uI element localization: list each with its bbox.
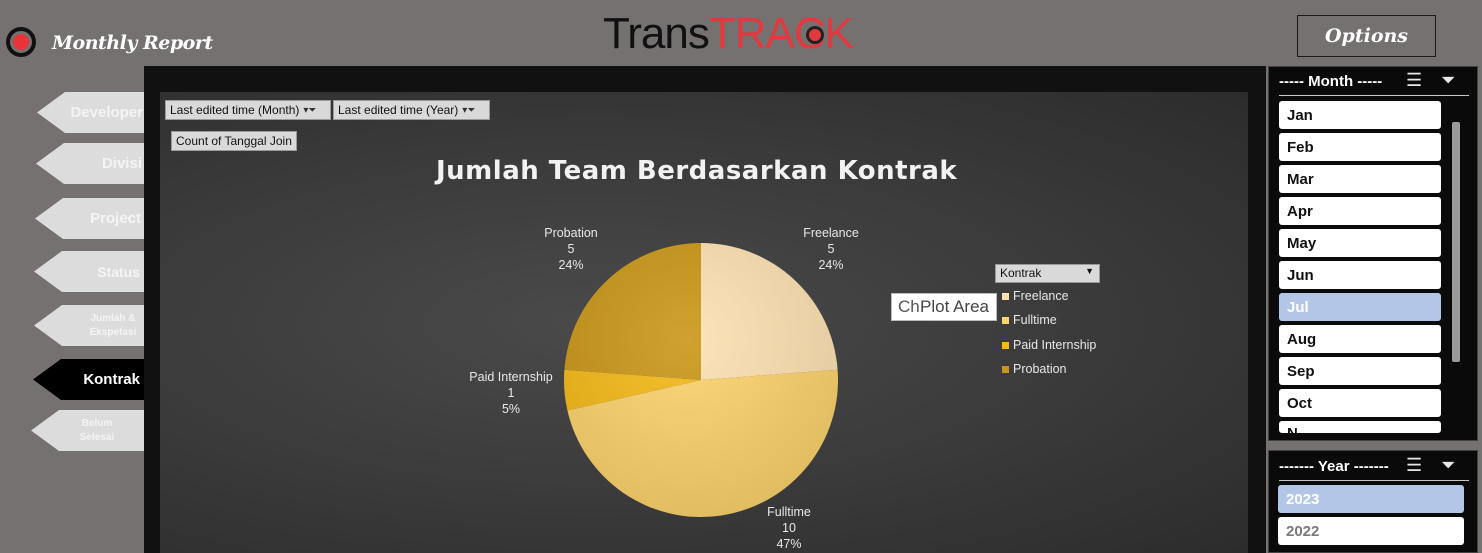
nav-status[interactable]: Status xyxy=(34,251,150,292)
legend-label: Fulltime xyxy=(1013,313,1057,327)
filter-year-button[interactable]: Last edited time (Year) ▾⏷ xyxy=(333,100,490,120)
month-item-oct[interactable]: Oct xyxy=(1279,389,1441,417)
brand-part1: Trans xyxy=(603,9,710,58)
nav-divisi[interactable]: Divisi xyxy=(36,143,152,184)
month-label: May xyxy=(1287,234,1317,252)
nav-developer[interactable]: Developer xyxy=(37,92,153,133)
options-button[interactable]: Options xyxy=(1297,15,1436,57)
label-category: Fulltime xyxy=(767,505,811,519)
nav-label: Jumlah & Ekspetasi xyxy=(89,312,137,338)
month-item-jul[interactable]: Jul xyxy=(1279,293,1441,321)
tooltip-partial: Ch xyxy=(898,297,920,316)
month-label: Sep xyxy=(1287,362,1315,380)
year-item-2023[interactable]: 2023 xyxy=(1278,485,1464,513)
label-percent: 24% xyxy=(558,258,584,272)
nav-label: Belum Selesai xyxy=(79,417,115,443)
label-value: 1 xyxy=(507,386,515,400)
label-value: 5 xyxy=(567,242,575,256)
nav-label: Developer xyxy=(70,104,143,121)
value-field-button[interactable]: Count of Tanggal Join xyxy=(171,131,297,151)
data-label-fulltime: Fulltime 10 47% xyxy=(729,504,849,552)
month-item-nov[interactable]: N xyxy=(1279,421,1441,433)
month-item-jan[interactable]: Jan xyxy=(1279,101,1441,129)
month-item-aug[interactable]: Aug xyxy=(1279,325,1441,353)
legend-item-freelance[interactable]: Freelance xyxy=(1002,289,1069,303)
slicer-title: ----- Month ----- xyxy=(1279,73,1383,90)
legend-swatch xyxy=(1002,316,1009,324)
label-category: Paid Internship xyxy=(469,370,553,384)
month-label: Jan xyxy=(1287,106,1313,124)
month-label: Jul xyxy=(1287,298,1309,316)
label-percent: 47% xyxy=(776,537,802,551)
legend-item-paid-internship[interactable]: Paid Internship xyxy=(1002,338,1096,352)
label-percent: 5% xyxy=(501,402,521,416)
month-label: Apr xyxy=(1287,202,1313,220)
month-item-mar[interactable]: Mar xyxy=(1279,165,1441,193)
filter-label: Last edited time (Month) xyxy=(170,103,300,117)
nav-belum-selesai[interactable]: Belum Selesai xyxy=(31,410,147,451)
month-item-may[interactable]: May xyxy=(1279,229,1441,257)
legend-label: Freelance xyxy=(1013,289,1069,303)
slicer-title: ------- Year ------- xyxy=(1279,458,1389,475)
nav-label: Project xyxy=(90,210,141,227)
month-label: Feb xyxy=(1287,138,1314,156)
nav-label: Status xyxy=(97,263,140,280)
month-label: Mar xyxy=(1287,170,1314,188)
filter-month-button[interactable]: Last edited time (Month) ▾⏷ xyxy=(165,100,331,120)
filter-label: Last edited time (Year) xyxy=(338,103,459,117)
multi-select-icon[interactable]: ☰ xyxy=(1406,455,1423,475)
legend-swatch xyxy=(1002,341,1009,349)
month-item-feb[interactable]: Feb xyxy=(1279,133,1441,161)
month-item-sep[interactable]: Sep xyxy=(1279,357,1441,385)
nav-jumlah-ekspetasi[interactable]: Jumlah & Ekspetasi xyxy=(34,305,150,346)
logo-icon xyxy=(6,27,36,57)
brand-dot-icon xyxy=(806,26,824,44)
data-label-probation: Probation 5 24% xyxy=(511,225,631,273)
nav-project[interactable]: Project xyxy=(35,198,151,239)
tooltip-text: Plot Area xyxy=(920,297,989,316)
month-label: Oct xyxy=(1287,394,1313,412)
clear-filter-icon[interactable]: ⏷ xyxy=(1441,455,1456,475)
legend-field-button[interactable]: Kontrak ▼ xyxy=(995,264,1100,283)
chart-tooltip: Ch Plot Area xyxy=(891,293,997,321)
chart-title: Jumlah Team Berdasarkan Kontrak xyxy=(436,156,958,186)
label-percent: 24% xyxy=(818,258,844,272)
label-value: 10 xyxy=(782,521,796,535)
legend-label: Probation xyxy=(1013,362,1067,376)
year-label: 2022 xyxy=(1286,522,1320,540)
report-title: Monthly Report xyxy=(52,32,213,54)
clear-filter-icon[interactable]: ⏷ xyxy=(1441,70,1456,90)
brand-part2: TRACK xyxy=(708,9,854,58)
month-label: Jun xyxy=(1287,266,1314,284)
label-value: 5 xyxy=(827,242,835,256)
year-item-2022[interactable]: 2022 xyxy=(1278,517,1464,545)
slicer-divider xyxy=(1279,480,1469,481)
data-label-paid-internship: Paid Internship 1 5% xyxy=(451,369,571,417)
month-label: N xyxy=(1287,421,1298,433)
legend-label: Paid Internship xyxy=(1013,338,1097,352)
legend-swatch xyxy=(1002,365,1009,373)
nav-label: Kontrak xyxy=(83,371,140,388)
brand-logo: TransTRACK xyxy=(603,8,854,60)
month-item-apr[interactable]: Apr xyxy=(1279,197,1441,225)
month-item-jun[interactable]: Jun xyxy=(1279,261,1441,289)
legend-field-label: Kontrak xyxy=(1000,266,1042,280)
slicer-divider xyxy=(1279,95,1469,96)
filter-icon: ▾⏷ xyxy=(462,104,476,116)
filter-icon: ▾⏷ xyxy=(303,104,317,116)
nav-kontrak[interactable]: Kontrak xyxy=(33,359,150,400)
data-label-freelance: Freelance 5 24% xyxy=(771,225,891,273)
nav-label: Divisi xyxy=(101,155,142,172)
slicer-scrollbar[interactable] xyxy=(1452,122,1460,362)
multi-select-icon[interactable]: ☰ xyxy=(1406,70,1423,90)
month-label: Aug xyxy=(1287,330,1317,348)
legend-item-probation[interactable]: Probation xyxy=(1002,362,1067,376)
legend-swatch xyxy=(1002,292,1009,300)
legend-item-fulltime[interactable]: Fulltime xyxy=(1002,313,1057,327)
label-category: Freelance xyxy=(803,226,859,240)
year-label: 2023 xyxy=(1286,490,1320,508)
dropdown-arrow-icon: ▼ xyxy=(1085,266,1094,276)
label-category: Probation xyxy=(544,226,598,240)
